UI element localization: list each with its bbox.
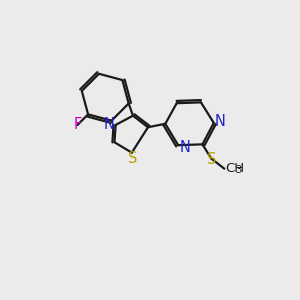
Text: S: S [206, 152, 216, 166]
Text: N: N [215, 114, 226, 129]
Text: N: N [104, 117, 115, 132]
Text: 3: 3 [235, 165, 241, 175]
Text: S: S [128, 151, 137, 166]
Text: CH: CH [226, 161, 244, 175]
Text: N: N [179, 140, 190, 154]
Text: F: F [73, 118, 82, 133]
